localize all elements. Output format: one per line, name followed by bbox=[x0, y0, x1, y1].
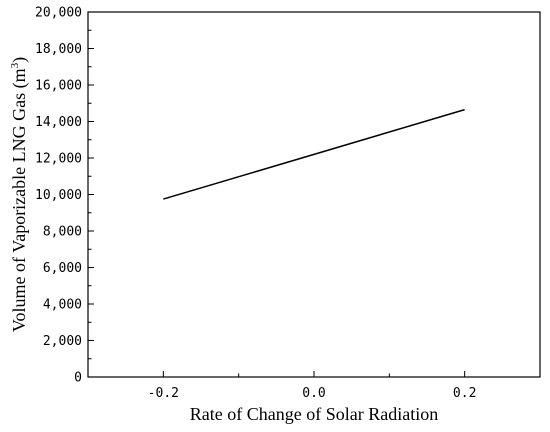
y-tick-label: 16,000 bbox=[35, 79, 82, 94]
series-layer bbox=[163, 108, 465, 200]
y-tick-label: 20,000 bbox=[35, 6, 82, 21]
x-tick-label: 0.2 bbox=[453, 386, 476, 401]
y-tick-label: 12,000 bbox=[35, 152, 82, 167]
plot-frame bbox=[87, 11, 541, 378]
y-axis-title: Volume of Vaporizable LNG Gas (m3) bbox=[9, 57, 30, 332]
y-axis: 0 2,000 4,000 6,000 8,000 10,000 12,000 14,000 1… bbox=[35, 6, 94, 386]
y-axis-title-superscript: 3 bbox=[9, 62, 21, 68]
y-tick-label: 10,000 bbox=[35, 188, 82, 203]
x-tick-label: 0.0 bbox=[302, 386, 325, 401]
y-tick-label: 8,000 bbox=[43, 225, 82, 240]
series-line bbox=[163, 108, 465, 200]
y-tick-label: 18,000 bbox=[35, 42, 82, 57]
y-axis-title-suffix: ) bbox=[9, 57, 30, 63]
x-tick-label: -0.2 bbox=[148, 386, 179, 401]
y-tick-label: 0 bbox=[74, 371, 82, 386]
x-axis-title: Rate of Change of Solar Radiation bbox=[190, 404, 438, 424]
y-tick-label: 6,000 bbox=[43, 261, 82, 276]
y-tick-label: 4,000 bbox=[43, 298, 82, 313]
y-tick-label: 14,000 bbox=[35, 115, 82, 130]
y-tick-label: 2,000 bbox=[43, 334, 82, 349]
y-axis-title-main: Volume of Vaporizable LNG Gas (m bbox=[9, 68, 30, 332]
x-axis: -0.2 0.0 0.2 bbox=[87, 371, 541, 401]
